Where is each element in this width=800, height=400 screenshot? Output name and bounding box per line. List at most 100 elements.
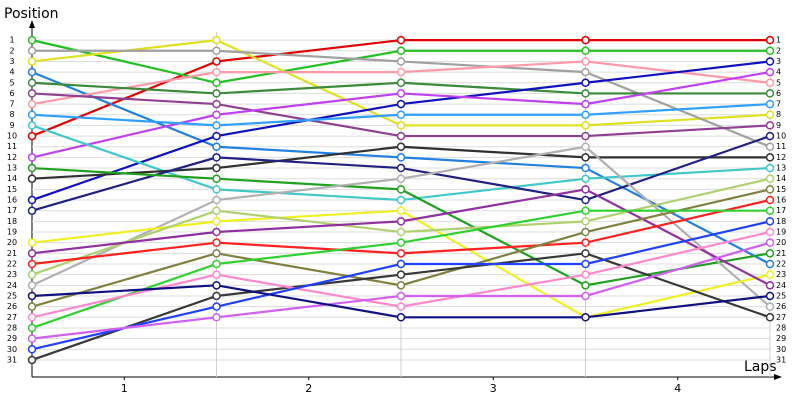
point-marker — [212, 195, 221, 205]
point-marker — [27, 67, 37, 77]
x-tick-label: 2 — [305, 382, 312, 395]
y-tick-label: 3 — [9, 57, 14, 66]
point-marker — [581, 227, 590, 237]
point-marker — [581, 174, 590, 183]
point-marker — [396, 217, 406, 226]
y2-tick-label: 14 — [776, 174, 786, 183]
y-tick-label: 23 — [7, 270, 17, 279]
y2-tick-label: 8 — [776, 110, 781, 119]
point-marker — [581, 238, 590, 247]
point-marker — [396, 99, 406, 109]
point-marker — [396, 35, 406, 45]
point-marker — [396, 153, 406, 162]
point-marker — [27, 57, 37, 66]
point-marker — [27, 270, 37, 279]
point-marker — [396, 78, 406, 88]
point-marker — [27, 121, 37, 130]
y-tick-label: 26 — [7, 302, 17, 311]
point-marker — [212, 35, 221, 45]
point-marker — [581, 142, 590, 151]
point-marker — [765, 110, 775, 119]
y2-tick-label: 4 — [776, 68, 781, 77]
point-marker — [581, 195, 590, 205]
point-marker — [27, 163, 37, 173]
point-marker — [212, 99, 221, 109]
y-axis-label: Position — [4, 6, 59, 22]
y-tick-label: 17 — [7, 206, 17, 215]
y-tick-label: 29 — [7, 334, 17, 343]
y2-tick-label: 29 — [776, 334, 786, 343]
point-marker — [396, 57, 406, 66]
point-marker — [765, 259, 775, 269]
y2-tick-label: 25 — [776, 291, 786, 300]
point-marker — [581, 313, 590, 322]
point-marker — [396, 174, 406, 183]
point-marker — [581, 153, 590, 162]
y-tick-label: 9 — [9, 121, 14, 130]
point-marker — [581, 163, 590, 173]
y-tick-label: 14 — [7, 174, 17, 183]
point-marker — [765, 67, 775, 77]
point-marker — [396, 185, 406, 194]
y2-tick-label: 5 — [776, 78, 781, 87]
point-marker — [212, 259, 221, 269]
point-marker — [581, 281, 590, 290]
point-marker — [212, 185, 221, 194]
point-marker — [581, 46, 590, 56]
point-marker — [27, 35, 37, 45]
y2-tick-label: 21 — [776, 249, 786, 258]
y-tick-label: 20 — [7, 238, 17, 247]
y2-tick-label: 2 — [776, 46, 781, 55]
y2-tick-label: 19 — [776, 228, 786, 237]
point-marker — [765, 206, 775, 215]
y2-tick-label: 17 — [776, 206, 786, 215]
y2-tick-label: 18 — [776, 217, 786, 226]
point-marker — [27, 195, 37, 205]
point-marker — [212, 163, 221, 173]
y-tick-label: 4 — [9, 68, 14, 77]
point-marker — [396, 142, 406, 151]
y2-tick-label: 7 — [776, 100, 781, 109]
point-marker — [212, 57, 221, 66]
point-marker — [581, 131, 590, 141]
point-marker — [212, 291, 221, 301]
y-tick-label: 11 — [7, 142, 17, 151]
point-marker — [212, 217, 221, 226]
point-marker — [765, 281, 775, 290]
y2-tick-label: 27 — [776, 313, 786, 322]
point-marker — [27, 313, 37, 322]
y2-tick-label: 6 — [776, 89, 781, 98]
point-marker — [212, 67, 221, 77]
point-marker — [27, 238, 37, 247]
point-marker — [212, 89, 221, 98]
y-tick-label: 25 — [7, 291, 17, 300]
point-marker — [396, 249, 406, 258]
point-marker — [581, 185, 590, 194]
y-tick-label: 28 — [7, 323, 17, 332]
point-marker — [765, 121, 775, 130]
point-marker — [27, 174, 37, 183]
y2-tick-label: 23 — [776, 270, 786, 279]
point-marker — [212, 142, 221, 151]
point-marker — [396, 46, 406, 56]
point-marker — [396, 270, 406, 279]
point-marker — [765, 131, 775, 141]
point-marker — [396, 238, 406, 247]
point-marker — [27, 345, 37, 354]
point-marker — [765, 217, 775, 226]
y-axis-arrow — [29, 20, 35, 28]
point-marker — [765, 57, 775, 66]
point-marker — [765, 302, 775, 311]
y-tick-label: 15 — [7, 185, 17, 194]
y-tick-label: 21 — [7, 249, 17, 258]
point-marker — [27, 355, 37, 365]
y2-tick-label: 16 — [776, 196, 786, 205]
y2-tick-label: 15 — [776, 185, 786, 194]
x-axis-arrow — [774, 374, 782, 380]
point-marker — [27, 281, 37, 290]
point-marker — [27, 334, 37, 343]
point-marker — [765, 142, 775, 151]
point-marker — [212, 238, 221, 247]
point-marker — [396, 195, 406, 205]
point-marker — [765, 89, 775, 98]
